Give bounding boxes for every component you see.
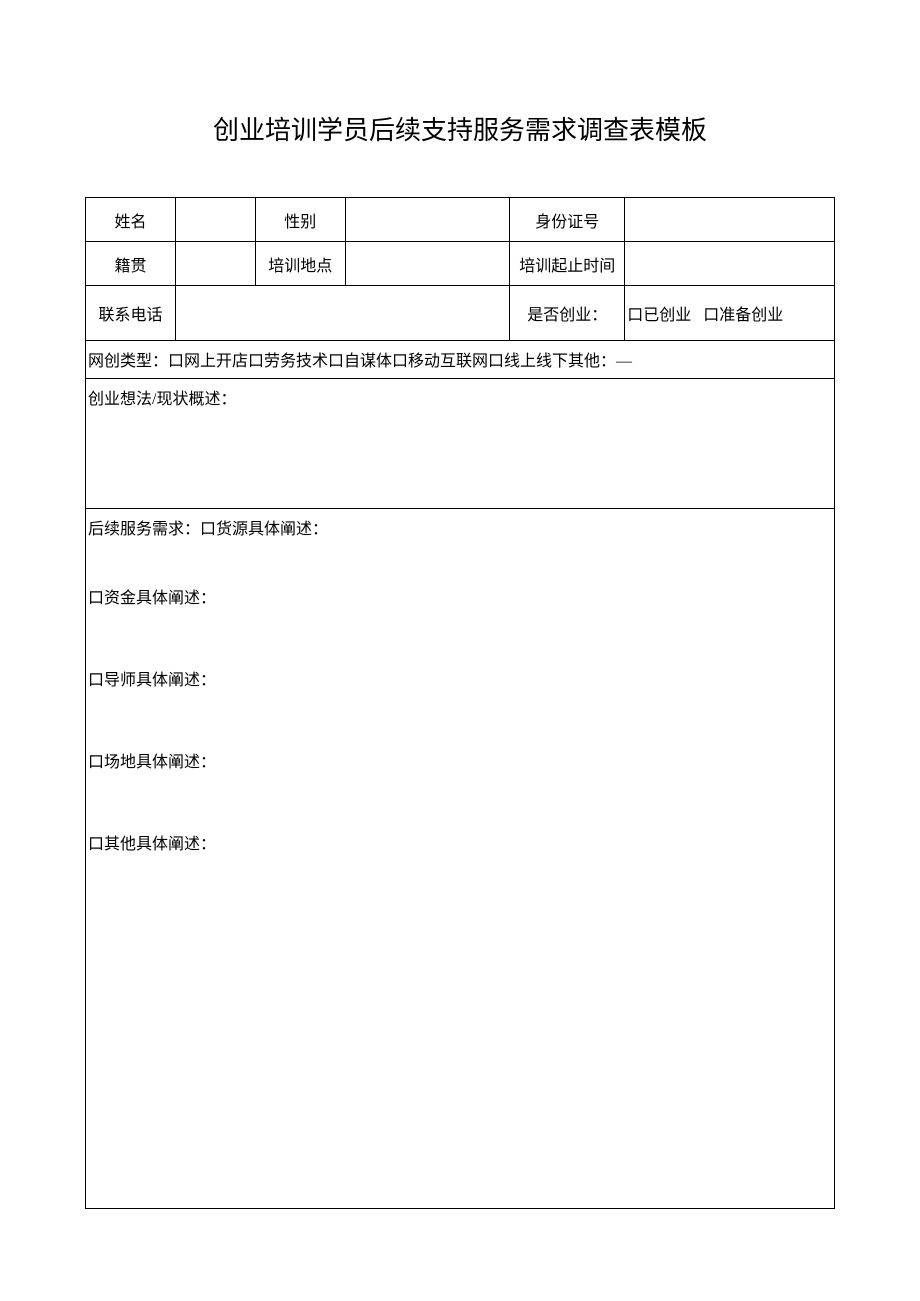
field-service-needs[interactable]: 后续服务需求：口货源具体阐述： 口资金具体阐述： 口导师具体阐述： 口场地具体阐… — [86, 509, 835, 1209]
service-header: 后续服务需求：口货源具体阐述： — [88, 515, 828, 539]
service-other[interactable]: 口其他具体阐述： — [88, 830, 828, 854]
label-gender: 性别 — [255, 198, 345, 242]
row-contact: 联系电话 是否创业： 口已创业 口准备创业 — [86, 286, 835, 341]
row-web-type: 网创类型：口网上开店口劳务技术口自谋体口移动互联网口线上线下其他：— — [86, 341, 835, 379]
service-venue[interactable]: 口场地具体阐述： — [88, 748, 828, 772]
field-native-place[interactable] — [175, 242, 255, 286]
field-training-location[interactable] — [345, 242, 510, 286]
field-name[interactable] — [175, 198, 255, 242]
label-id-number: 身份证号 — [510, 198, 625, 242]
label-training-location: 培训地点 — [255, 242, 345, 286]
field-web-type[interactable]: 网创类型：口网上开店口劳务技术口自谋体口移动互联网口线上线下其他：— — [86, 341, 835, 379]
row-personal-1: 姓名 性别 身份证号 — [86, 198, 835, 242]
service-funds[interactable]: 口资金具体阐述： — [88, 584, 828, 608]
checkbox-prepare-startup[interactable]: 口准备创业 — [703, 307, 783, 324]
label-training-period: 培训起止时间 — [510, 242, 625, 286]
label-phone: 联系电话 — [86, 286, 176, 341]
label-name: 姓名 — [86, 198, 176, 242]
row-service-needs: 后续服务需求：口货源具体阐述： 口资金具体阐述： 口导师具体阐述： 口场地具体阐… — [86, 509, 835, 1209]
field-gender[interactable] — [345, 198, 510, 242]
checkbox-already-startup[interactable]: 口已创业 — [627, 307, 691, 324]
field-training-period[interactable] — [625, 242, 835, 286]
survey-table: 姓名 性别 身份证号 籍贯 培训地点 培训起止时间 联系电话 是否创业： 口已创… — [85, 197, 835, 1209]
page-title: 创业培训学员后续支持服务需求调查表模板 — [85, 110, 835, 147]
row-idea: 创业想法/现状概述： — [86, 379, 835, 509]
field-startup-status[interactable]: 口已创业 口准备创业 — [625, 286, 835, 341]
field-phone[interactable] — [175, 286, 509, 341]
field-idea[interactable]: 创业想法/现状概述： — [86, 379, 835, 509]
service-mentor[interactable]: 口导师具体阐述： — [88, 666, 828, 690]
label-is-startup: 是否创业： — [510, 286, 625, 341]
row-personal-2: 籍贯 培训地点 培训起止时间 — [86, 242, 835, 286]
field-id-number[interactable] — [625, 198, 835, 242]
label-native-place: 籍贯 — [86, 242, 176, 286]
